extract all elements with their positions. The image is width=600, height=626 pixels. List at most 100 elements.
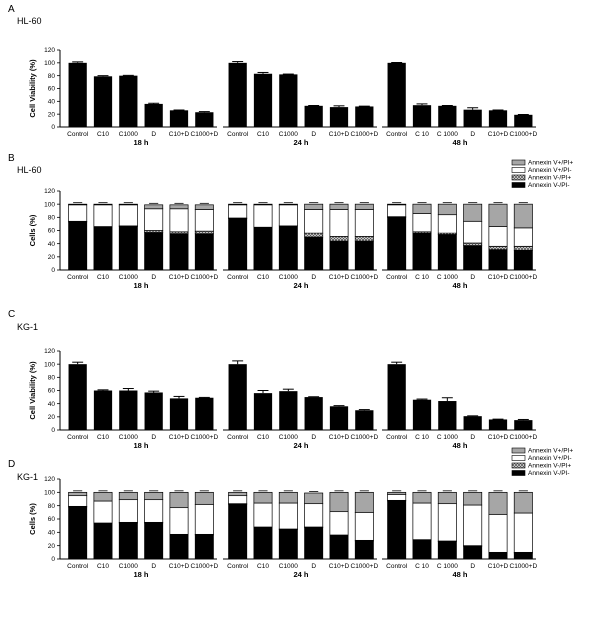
segment-annexin-pos-pi-neg — [278, 204, 298, 227]
group-label: 18 h — [133, 138, 148, 147]
segment-annexin-neg-pi-neg — [412, 232, 432, 271]
legend-label: Annexin V+/PI+ — [528, 160, 573, 167]
x-tick-label: C 10 — [415, 563, 429, 570]
legend-swatch — [511, 159, 526, 166]
group-label: 48 h — [452, 441, 467, 450]
y-tick-label: 60 — [48, 516, 56, 523]
group-label: 48 h — [452, 138, 467, 147]
segment-annexin-pos-pi-pos — [278, 491, 298, 504]
segment-annexin-neg-pi-neg — [513, 249, 533, 271]
segment-annexin-pos-pi-neg — [93, 204, 113, 227]
segment-annexin-pos-pi-pos — [118, 203, 138, 206]
segment-annexin-pos-pi-neg — [354, 511, 374, 541]
bar — [304, 397, 323, 430]
bar — [279, 74, 298, 127]
segment-annexin-neg-pi-neg — [93, 226, 113, 271]
segment-annexin-neg-pi-pos — [354, 236, 374, 242]
x-tick-label: C10+D — [488, 563, 509, 570]
x-tick-label: C1000+D — [510, 563, 538, 570]
x-tick-label: C1000+D — [351, 563, 379, 570]
x-tick-label: Control — [227, 274, 249, 281]
x-tick-label: C1000 — [279, 563, 299, 570]
panel-title: HL-60 — [17, 165, 42, 175]
segment-annexin-pos-pi-neg — [194, 209, 214, 232]
x-tick-label: C1000 — [119, 131, 139, 138]
x-tick-label: C1000+D — [351, 274, 379, 281]
bar — [488, 419, 508, 430]
x-tick-label: C 1000 — [437, 131, 458, 138]
bar — [438, 105, 457, 127]
segment-annexin-pos-pi-pos — [194, 491, 214, 505]
bar — [195, 397, 214, 430]
segment-annexin-neg-pi-neg — [488, 552, 508, 560]
x-tick-label: D — [470, 434, 475, 441]
segment-annexin-pos-pi-pos — [354, 203, 374, 210]
y-axis-label: Cell Viability (%) — [28, 361, 37, 420]
x-tick-label: C1000+D — [191, 434, 219, 441]
segment-annexin-neg-pi-neg — [329, 535, 349, 560]
bar — [514, 114, 533, 127]
bar — [412, 399, 432, 430]
segment-annexin-pos-pi-neg — [329, 511, 349, 536]
group-label: 48 h — [452, 281, 467, 290]
segment-annexin-pos-pi-neg — [488, 226, 508, 247]
x-tick-label: C1000 — [119, 563, 139, 570]
x-tick-label: D — [151, 274, 156, 281]
bar — [68, 364, 87, 430]
segment-annexin-pos-pi-pos — [463, 203, 483, 222]
y-tick-label: 80 — [48, 215, 56, 222]
segment-annexin-neg-pi-pos — [488, 245, 508, 250]
x-tick-label: C10+D — [169, 131, 190, 138]
segment-annexin-pos-pi-neg — [253, 204, 273, 228]
group-label: 18 h — [133, 570, 148, 579]
bar — [463, 416, 482, 430]
x-tick-label: D — [151, 434, 156, 441]
x-tick-label: Control — [67, 274, 89, 281]
segment-annexin-pos-pi-pos — [387, 203, 407, 206]
segment-annexin-pos-pi-neg — [354, 209, 374, 237]
x-tick-label: D — [151, 131, 156, 138]
bar — [463, 109, 482, 127]
x-tick-label: C1000+D — [191, 274, 219, 281]
segment-annexin-neg-pi-neg — [93, 523, 113, 560]
x-tick-label: Control — [227, 434, 249, 441]
segment-annexin-pos-pi-neg — [387, 493, 407, 501]
x-tick-label: C10+D — [169, 274, 190, 281]
bar — [169, 110, 189, 127]
x-tick-label: C1000+D — [510, 131, 538, 138]
legend-swatch — [511, 167, 526, 173]
segment-annexin-neg-pi-neg — [488, 249, 508, 271]
group-label: 24 h — [293, 441, 308, 450]
segment-annexin-neg-pi-neg — [329, 240, 349, 271]
segment-annexin-pos-pi-pos — [488, 491, 508, 515]
bar — [355, 106, 374, 127]
x-tick-label: C1000 — [279, 274, 299, 281]
segment-annexin-neg-pi-pos — [463, 242, 483, 246]
y-tick-label: 80 — [48, 73, 56, 80]
segment-annexin-pos-pi-neg — [169, 507, 189, 535]
x-tick-label: C10+D — [329, 274, 350, 281]
segment-annexin-neg-pi-neg — [387, 500, 407, 560]
segment-annexin-pos-pi-neg — [412, 502, 432, 541]
x-tick-label: C 10 — [415, 274, 429, 281]
bar — [144, 392, 163, 430]
panel-c: CKG-1 0 20 40 60 80 100 120 Cell Viability (%) Co… — [8, 309, 537, 450]
y-axis-label: Cell Viability (%) — [28, 59, 37, 118]
bar — [195, 112, 214, 127]
y-tick-label: 0 — [51, 267, 55, 274]
segment-annexin-neg-pi-neg — [278, 225, 298, 271]
x-tick-label: C10 — [257, 563, 269, 570]
bar — [119, 75, 138, 127]
x-tick-label: C1000 — [119, 274, 139, 281]
segment-annexin-neg-pi-neg — [169, 534, 189, 560]
segment-annexin-neg-pi-neg — [118, 522, 138, 560]
segment-annexin-pos-pi-neg — [437, 214, 457, 234]
y-tick-label: 20 — [48, 414, 56, 421]
y-tick-label: 20 — [48, 543, 56, 550]
bar — [279, 391, 298, 430]
segment-annexin-neg-pi-pos — [304, 232, 324, 238]
segment-annexin-pos-pi-neg — [278, 502, 298, 530]
segment-annexin-neg-pi-neg — [253, 226, 273, 271]
x-tick-label: C10+D — [488, 434, 509, 441]
